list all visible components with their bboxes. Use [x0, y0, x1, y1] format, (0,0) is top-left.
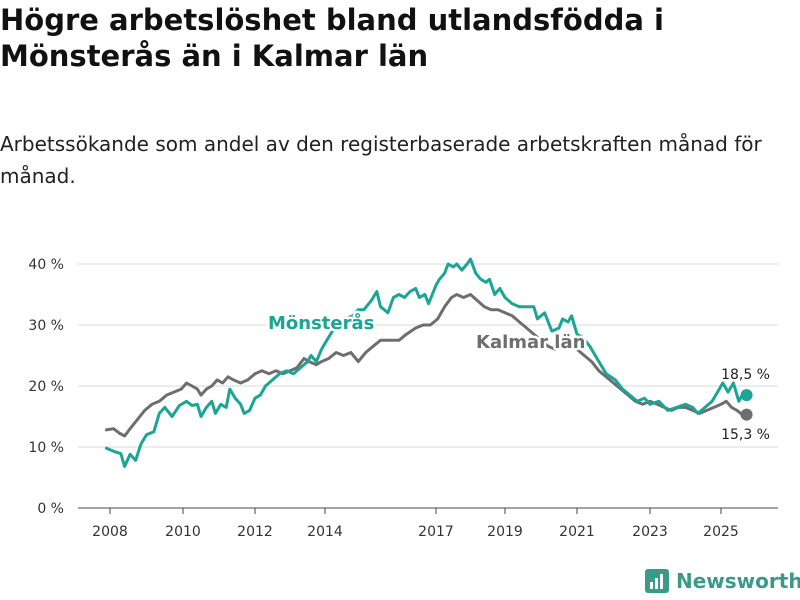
chart-subtitle: Arbetssökande som andel av den registerb… [0, 132, 762, 188]
chart-title: Högre arbetslöshet bland utlandsfödda i … [0, 3, 664, 73]
y-tick-label: 40 % [28, 257, 64, 273]
y-tick-label: 20 % [28, 379, 64, 395]
newsworthy-logo: Newsworthy [644, 568, 800, 594]
x-tick-label: 2012 [237, 524, 273, 540]
end-value-kalmar-halo: 15,3 % [721, 427, 770, 443]
x-tick-label: 2010 [165, 524, 201, 540]
series-label-kalmar-halo: Kalmar län [476, 332, 585, 353]
series-label-monsteras: Mönsterås [268, 312, 374, 334]
series-line [104, 293, 749, 438]
x-tick-label: 2025 [703, 524, 739, 540]
y-axis-ticks: 0 % 10 % 20 % 30 % 40 % [28, 257, 64, 517]
series-label-kalmar: Kalmar län [476, 332, 585, 353]
series-endpoint [740, 408, 753, 421]
x-tick-label: 2023 [632, 524, 668, 540]
series-endpoint [740, 389, 753, 402]
y-tick-label: 30 % [28, 318, 64, 334]
newsworthy-logo-icon [645, 569, 669, 593]
series-line [104, 257, 749, 468]
x-axis-ticks: 2008 2010 2012 2014 2017 2019 2021 2023 2025 [92, 508, 739, 540]
series-label-monsteras-halo: Mönsterås [268, 312, 374, 334]
x-tick-label: 2014 [307, 524, 343, 540]
brand-name: Newsworthy [676, 569, 800, 593]
end-value-monsteras-halo: 18,5 % [721, 367, 770, 383]
x-tick-label: 2019 [487, 524, 523, 540]
x-tick-label: 2008 [92, 524, 128, 540]
line-chart: 0 % 10 % 20 % 30 % 40 % 2008 2010 2012 2014 2017… [28, 257, 778, 540]
y-tick-label: 0 % [37, 501, 64, 517]
y-tick-label: 10 % [28, 440, 64, 456]
end-value-kalmar: 15,3 % [721, 427, 770, 443]
x-tick-label: 2017 [418, 524, 454, 540]
x-tick-label: 2021 [559, 524, 595, 540]
end-value-monsteras: 18,5 % [721, 367, 770, 383]
series-lines [104, 257, 753, 468]
